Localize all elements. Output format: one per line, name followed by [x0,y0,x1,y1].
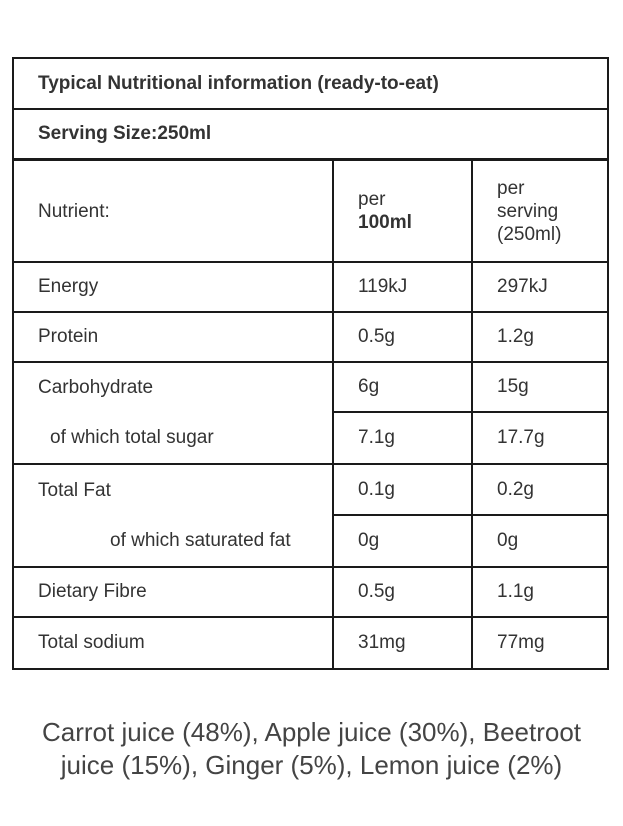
sodium-label: Total sodium [14,618,334,668]
perserving-header-line3: (250ml) [497,223,562,245]
fibre-per100: 0.5g [334,568,473,616]
sodium-per100: 31mg [334,618,473,668]
ingredients-line1: Carrot juice (48%), Apple juice (30%), B… [41,717,582,747]
serving-size: Serving Size:250ml [14,110,607,161]
protein-per100: 0.5g [334,313,473,361]
fat-perserving: 0.2g [473,465,607,516]
nutrient-header: Nutrient: [14,161,334,261]
sugar-perserving: 17.7g [497,427,545,448]
perserving-header: per serving (250ml) [473,161,607,261]
sugar-label: of which total sugar [14,413,334,463]
table-row-fibre: Dietary Fibre 0.5g 1.1g [14,568,607,618]
table-title: Typical Nutritional information (ready-t… [14,59,607,110]
satfat-per100: 0g [334,516,473,566]
table-row-sodium: Total sodium 31mg 77mg [14,618,607,668]
perserving-header-line1: per [497,177,525,199]
sugar-per100: 7.1g [334,413,473,463]
energy-per100: 119kJ [334,263,473,311]
protein-label: Protein [14,313,334,361]
fibre-label: Dietary Fibre [14,568,334,616]
fat-per100: 0.1g [334,465,473,516]
table-header-row: Nutrient: per 100ml per serving (250ml) [14,161,607,263]
satfat-label: of which saturated fat [14,516,334,566]
ingredients-line2: juice (15%), Ginger (5%), Lemon juice (2… [60,750,563,780]
perserving-header-line2: serving [497,200,559,222]
table-row-carbohydrate-group: Carbohydrate 6g 15g of which total sugar… [14,363,607,465]
nutrition-table: Typical Nutritional information (ready-t… [12,57,609,670]
sodium-perserving: 77mg [497,632,545,653]
table-row-energy: Energy 119kJ 297kJ [14,263,607,313]
per100-header-line1: per [358,189,386,210]
energy-label: Energy [14,263,334,311]
ingredients-text: Carrot juice (48%), Apple juice (30%), B… [0,716,623,782]
per100-header: per 100ml [334,161,473,261]
protein-perserving: 1.2g [497,326,534,347]
satfat-perserving: 0g [497,530,519,551]
carbohydrate-label: Carbohydrate [14,363,334,413]
per100-header-line2: 100ml [358,212,412,233]
table-row-fat-group: Total Fat 0.1g 0.2g of which saturated f… [14,465,607,568]
fibre-perserving: 1.1g [497,581,534,602]
table-row-protein: Protein 0.5g 1.2g [14,313,607,363]
carbohydrate-perserving: 15g [473,363,607,413]
carbohydrate-per100: 6g [334,363,473,413]
fat-label: Total Fat [14,465,334,516]
energy-perserving: 297kJ [497,276,548,297]
